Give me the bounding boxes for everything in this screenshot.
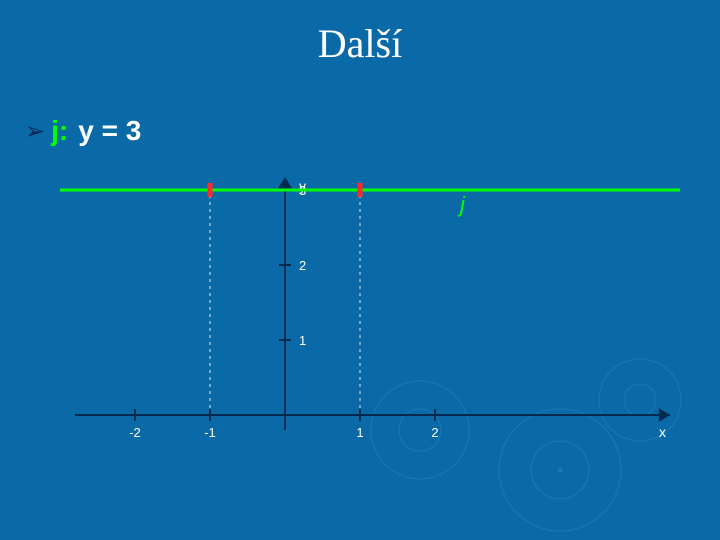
chart-svg: xy-2-112123j bbox=[60, 175, 680, 475]
svg-text:j: j bbox=[457, 192, 466, 217]
svg-text:x: x bbox=[659, 424, 666, 440]
bullet-line-name: j: bbox=[51, 115, 68, 147]
slide-title: Další bbox=[0, 20, 720, 67]
bullet-row: ➢ j: y = 3 bbox=[25, 115, 141, 147]
bullet-arrow-icon: ➢ bbox=[25, 117, 45, 146]
svg-text:1: 1 bbox=[299, 333, 306, 348]
bullet-equation: y = 3 bbox=[78, 115, 141, 147]
svg-text:1: 1 bbox=[356, 425, 363, 440]
coordinate-chart: xy-2-112123j bbox=[60, 175, 680, 475]
svg-text:-1: -1 bbox=[204, 425, 216, 440]
svg-text:2: 2 bbox=[299, 258, 306, 273]
svg-text:2: 2 bbox=[431, 425, 438, 440]
slide: Další ➢ j: y = 3 xy-2-112123j bbox=[0, 0, 720, 540]
svg-text:-2: -2 bbox=[129, 425, 141, 440]
